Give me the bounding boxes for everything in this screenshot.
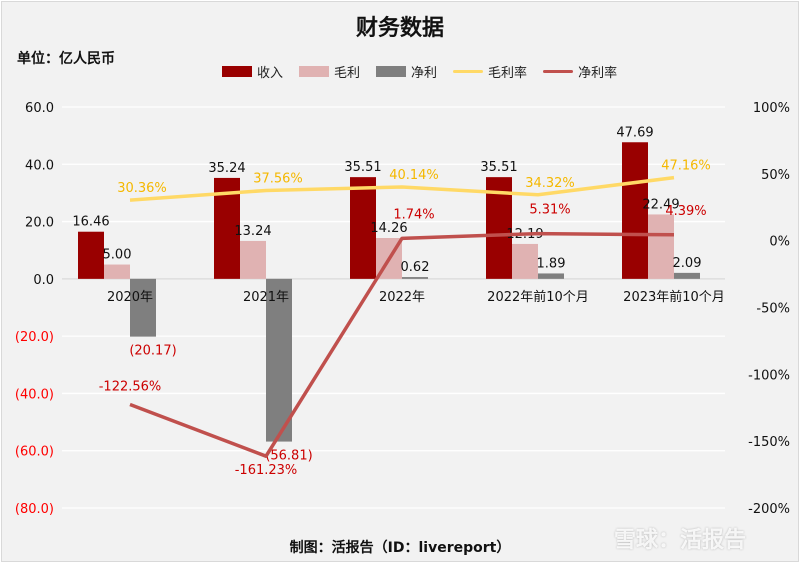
line-data-label: 4.39% [665,204,706,219]
category-label: 2022年 [379,290,425,305]
left-axis-tick: (60.0) [15,445,54,460]
bar-data-label: 2.09 [673,256,702,271]
legend-swatch [299,66,330,77]
legend-swatch [376,66,407,77]
right-axis-tick: 100% [753,101,790,116]
net-margin-line [129,231,675,458]
bar-data-label: 5.00 [103,248,132,263]
category-label: 2023年前10个月 [623,289,725,305]
bar-gross-profit [240,240,266,279]
line-data-label: 37.56% [253,171,303,186]
right-axis-tick: 50% [761,168,790,183]
legend-line [543,70,574,73]
bar-data-label: (56.81) [265,449,312,464]
left-axis-tick: (20.0) [15,330,54,345]
line-data-label: -161.23% [235,463,298,478]
legend-label: 收入 [257,66,284,81]
legend-item-revenue: 收入 [222,62,283,81]
right-axis-tick: -200% [748,502,790,517]
unit-label: 单位：亿人民币 [17,51,115,67]
legend-label: 毛利 [334,66,361,81]
left-axis-tick: (40.0) [15,387,54,402]
legend-swatch [222,66,252,77]
bar-revenue [350,177,376,279]
line-data-label: 1.74% [393,207,434,222]
bar-gross-profit [104,264,130,279]
bar-data-label: 0.62 [401,260,430,275]
legend: 收入 毛利 净利 毛利率 净利率 [222,62,633,81]
bar-net-profit [402,277,428,279]
bar-data-label: 47.69 [616,125,653,140]
right-axis-tick: -50% [756,302,790,317]
left-axis-tick: 60.0 [25,101,54,116]
bar-data-label: 13.24 [234,224,271,239]
footer-credit: 制图：活报告（ID：livereport） [289,540,511,556]
legend-label: 净利率 [578,66,618,81]
bar-net-profit [538,273,564,279]
legend-label: 毛利率 [488,66,528,81]
bar-data-label: (20.17) [129,344,176,359]
right-axis-tick: -150% [748,435,790,450]
category-label: 2022年前10个月 [487,289,589,305]
line-data-label: 34.32% [525,176,575,191]
right-axis-tick: -100% [748,368,790,383]
bar-data-label: 16.46 [72,215,109,230]
bar-gross-profit [512,243,538,279]
line-data-label: 47.16% [661,159,711,174]
category-label: 2020年 [107,290,153,305]
gross-margin-line [129,175,675,202]
category-label: 2021年 [243,290,289,305]
bar-net-profit [130,278,156,337]
bar-data-label: 1.89 [537,256,566,271]
chart-title: 财务数据 [355,16,444,41]
bar-data-label: 35.51 [344,160,381,175]
legend-item-net-margin: 净利率 [543,62,617,81]
left-axis-tick: 0.0 [33,273,54,288]
legend-item-net-profit: 净利 [376,62,437,81]
left-axis-tick: 40.0 [25,158,54,173]
legend-label: 净利 [411,66,438,81]
bar-data-label: 35.24 [208,161,245,176]
line-data-label: 40.14% [389,168,439,183]
left-axis-tick: (80.0) [15,502,54,517]
bar-gross-profit [648,214,674,279]
right-axis-tick: 0% [769,235,790,250]
line-data-label: -122.56% [99,379,162,394]
watermark: 雪球：活报告 [614,528,747,553]
line-data-label: 30.36% [117,181,167,196]
bar-revenue [78,231,104,279]
bar-data-label: 35.51 [480,160,517,175]
bar-net-profit [674,272,700,279]
bar-data-label: 22.49 [642,197,679,212]
legend-line [453,70,484,73]
left-axis-tick: 20.0 [25,216,54,231]
bar-data-label: 14.26 [370,221,407,236]
line-data-label: 5.31% [529,203,570,218]
legend-item-gross-profit: 毛利 [299,62,360,81]
legend-item-gross-margin: 毛利率 [453,62,527,81]
bar-revenue [622,142,648,279]
bar-net-profit [266,278,292,442]
